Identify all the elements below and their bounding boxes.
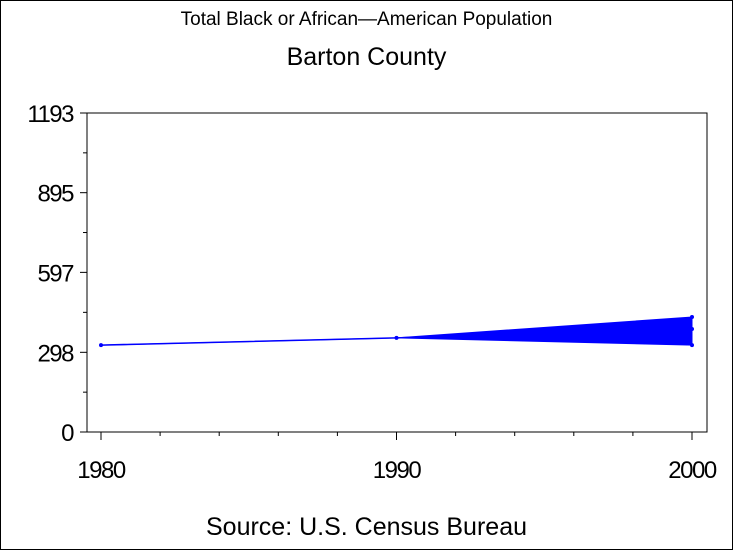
x-tick-label: 1990 bbox=[373, 457, 422, 484]
band-point-high bbox=[690, 315, 694, 320]
y-tick-label: 0 bbox=[61, 420, 74, 447]
band-point-low bbox=[690, 343, 694, 348]
data-point bbox=[394, 335, 399, 340]
y-tick-label: 298 bbox=[37, 340, 74, 367]
x-tick-label: 1980 bbox=[77, 457, 126, 484]
y-tick-label: 597 bbox=[37, 260, 74, 287]
y-tick-label: 1193 bbox=[27, 101, 74, 128]
plot-area bbox=[86, 112, 708, 433]
source-note: Source: U.S. Census Bureau bbox=[206, 513, 527, 541]
y-tick-label: 895 bbox=[37, 181, 74, 208]
chart-title: Total Black or African—American Populati… bbox=[180, 9, 553, 30]
data-point bbox=[690, 327, 694, 332]
data-point bbox=[99, 343, 103, 348]
x-tick-label: 2000 bbox=[668, 457, 717, 484]
chart-subtitle: Barton County bbox=[286, 43, 447, 71]
